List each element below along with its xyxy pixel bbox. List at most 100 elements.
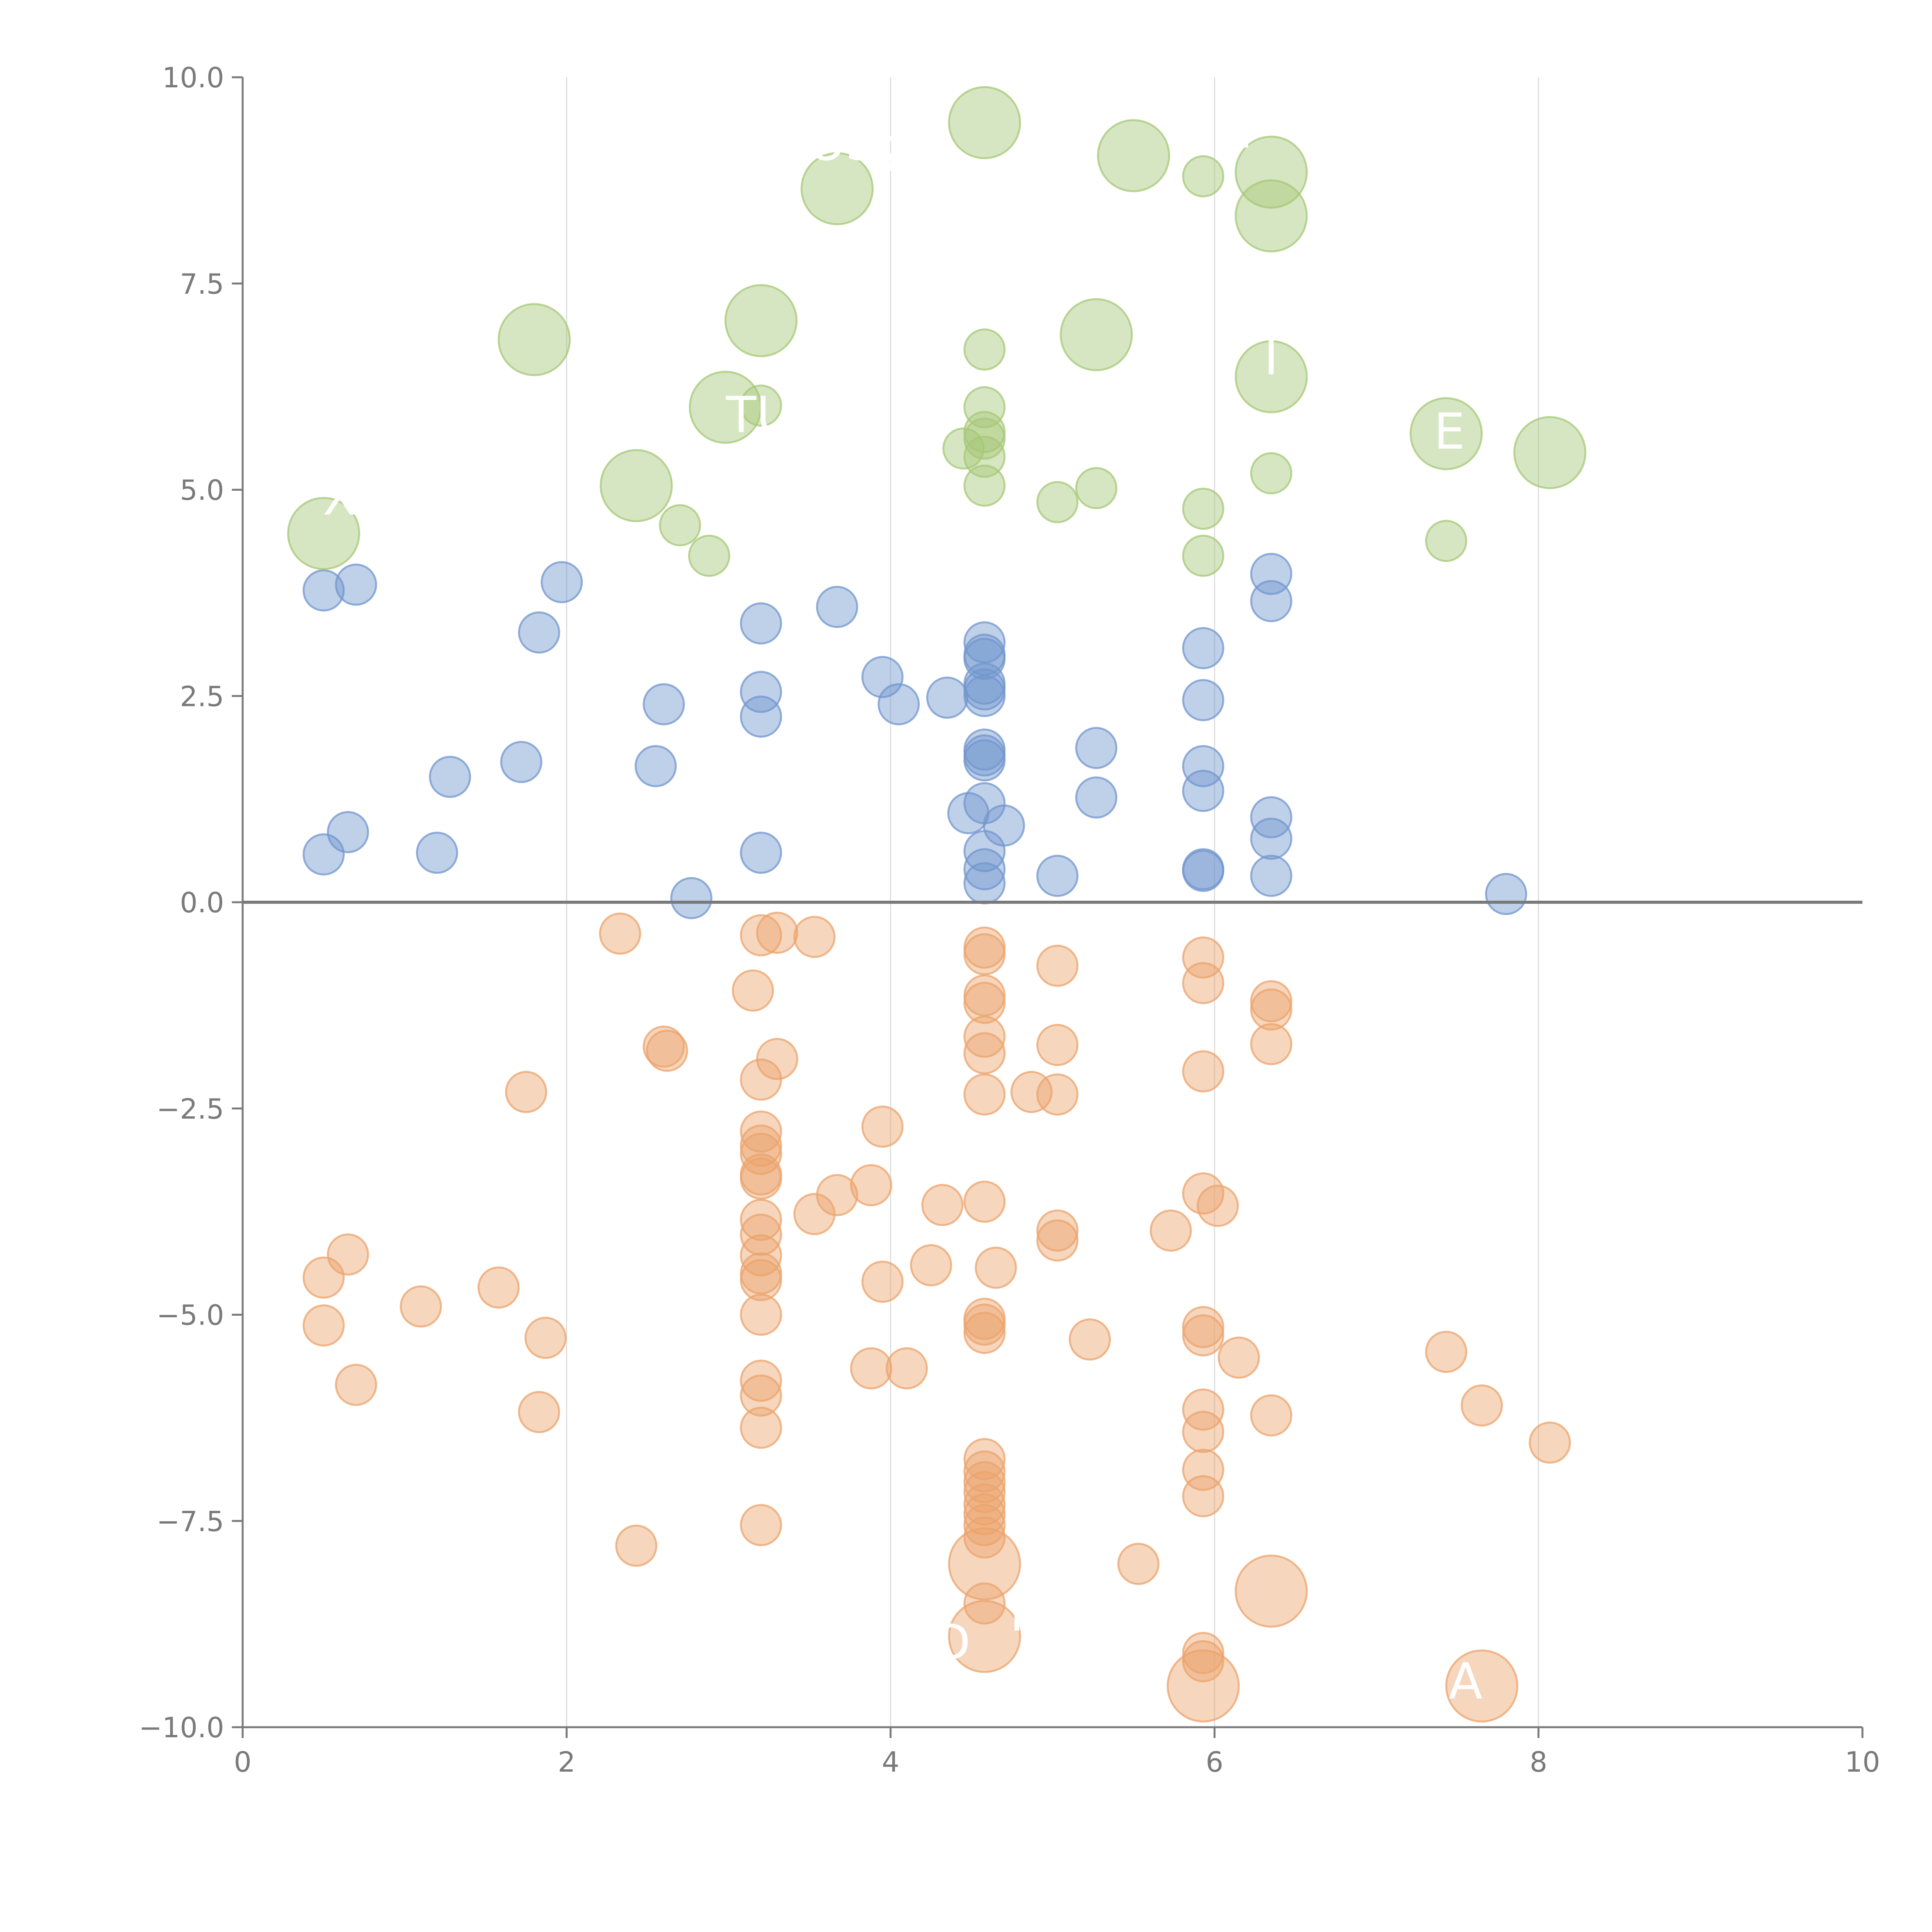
data-point-low [850, 1347, 892, 1389]
data-point-high [800, 152, 874, 225]
data-point-low [1182, 1314, 1225, 1357]
data-point-mid [416, 832, 458, 874]
data-point-low [740, 914, 782, 956]
x-tick-label: 4 [882, 1746, 900, 1778]
data-point-low [1250, 988, 1293, 1031]
data-point-low [1182, 1050, 1225, 1093]
data-point-high [963, 435, 1006, 478]
data-point-low [1425, 1331, 1468, 1373]
data-point-low [1235, 1554, 1308, 1628]
data-point-high [688, 534, 730, 577]
data-point-low [740, 1199, 782, 1241]
x-tick-label: 10 [1845, 1746, 1880, 1778]
data-point-low [861, 1260, 904, 1303]
data-point-low [505, 1071, 548, 1113]
data-point-mid [878, 683, 920, 726]
data-point-low [1150, 1209, 1192, 1252]
point-label: I [1264, 329, 1279, 386]
data-point-low [1182, 1475, 1225, 1517]
data-point-high [1410, 397, 1483, 470]
x-tick-label: 8 [1530, 1746, 1548, 1778]
data-point-low [740, 1504, 782, 1546]
data-point-high [1182, 488, 1225, 530]
data-point-high [1235, 340, 1308, 413]
data-point-low [948, 1600, 1021, 1673]
data-point-high [963, 464, 1006, 507]
data-point-mid [541, 561, 583, 604]
data-point-low [1182, 1172, 1225, 1215]
data-point-high [724, 284, 798, 357]
data-point-low [740, 1157, 782, 1200]
data-point-mid [500, 741, 543, 783]
data-point-low [793, 916, 836, 958]
data-point-low [963, 1471, 1006, 1514]
data-point-low [1036, 1209, 1079, 1252]
data-point-mid [963, 739, 1006, 782]
data-point-low [975, 1247, 1017, 1289]
data-point-high [1250, 452, 1293, 495]
data-point-low [740, 1111, 782, 1153]
data-point-low [400, 1285, 442, 1328]
data-point-mid [1250, 580, 1293, 622]
data-point-high [1235, 179, 1308, 253]
data-point-mid [963, 675, 1006, 717]
data-point-mid [1485, 873, 1527, 915]
data-point-mid [1182, 850, 1225, 892]
y-tick-label: 2.5 [180, 680, 224, 713]
data-point-mid [1075, 727, 1117, 769]
data-point-low [1036, 944, 1079, 987]
axes: 10.0 7.5 5.0 2.5 0.0 −2.5 −5.0 −7.5 −10.0 0 2 4 6 8 10 [139, 61, 1880, 1778]
x-tick-label: 2 [558, 1746, 575, 1778]
data-point-mid [963, 830, 1006, 872]
data-point-low [756, 912, 798, 954]
data-point-high [740, 384, 782, 427]
data-point-mid [740, 832, 782, 874]
data-point-low [963, 1461, 1006, 1503]
data-point-low [963, 1582, 1006, 1625]
data-point-high [1075, 467, 1117, 509]
x-tick-label: 6 [1206, 1746, 1223, 1778]
data-point-high [942, 427, 985, 470]
data-point-mid [816, 586, 858, 628]
data-point-mid [963, 634, 1006, 676]
data-point-high [287, 497, 361, 570]
data-point-low [524, 1316, 567, 1359]
data-point-low [963, 1493, 1006, 1536]
data-point-mid [303, 569, 345, 612]
data-point-high [600, 449, 673, 522]
x-tick-label: 0 [234, 1746, 252, 1778]
data-point-low [740, 1406, 782, 1449]
data-point-low [948, 1527, 1021, 1600]
data-point-low [1250, 1023, 1293, 1065]
point-label: OS [807, 114, 877, 172]
data-point-high [498, 303, 571, 376]
y-tick-label: −10.0 [139, 1711, 224, 1744]
data-point-low [477, 1266, 520, 1309]
point-label: O [1312, 1517, 1351, 1574]
data-point-high [1060, 298, 1133, 371]
data-point-mid [1250, 855, 1293, 897]
data-point-low [518, 1391, 560, 1433]
point-label: A [1449, 1653, 1483, 1710]
data-point-mid [947, 792, 990, 834]
y-tick-label: 10.0 [162, 61, 224, 94]
data-point-mid [740, 696, 782, 738]
data-point-low [861, 1105, 904, 1148]
data-point-low [646, 1029, 688, 1072]
data-point-low [963, 1015, 1006, 1058]
data-point-high [1235, 136, 1308, 209]
data-point-mid [1182, 627, 1225, 669]
data-point-high [1182, 534, 1225, 577]
data-point-high [963, 386, 1006, 429]
data-point-high [1425, 520, 1468, 562]
data-point-low [1167, 1649, 1240, 1723]
data-point-low [303, 1256, 345, 1299]
point-label: S [867, 127, 898, 184]
data-point-low [740, 1058, 782, 1101]
y-tick-label: 5.0 [180, 474, 224, 507]
point-label: ILL [1010, 1585, 1079, 1643]
data-point-mid [963, 621, 1006, 663]
data-point-mid [1075, 776, 1117, 819]
point-label: ALP [1177, 102, 1268, 159]
